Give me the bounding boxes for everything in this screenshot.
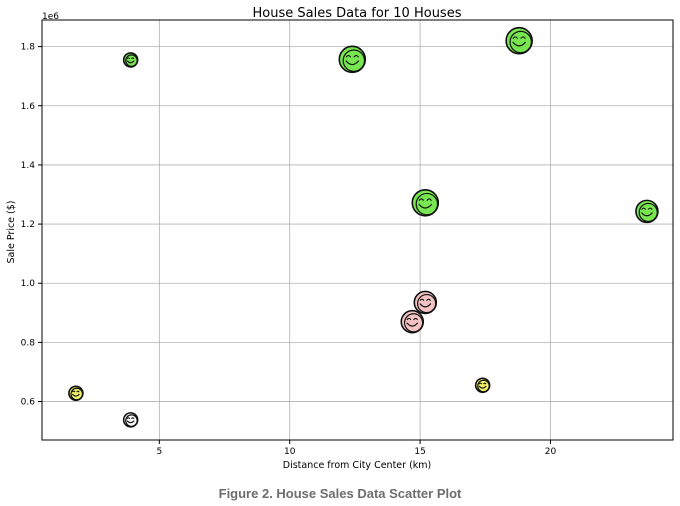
x-tick-label: 5 xyxy=(156,447,162,457)
y-axis-ticks: 0.6 0.8 1.0 1.2 1.4 1.6 1.8 xyxy=(21,43,42,408)
smiley-left-eye xyxy=(345,54,352,58)
smiley-mouth xyxy=(419,303,432,308)
smiley-right-eye xyxy=(353,54,359,58)
scatter-chart: House Sales Data for 10 Houses 1e6 5 10 15… xyxy=(6,6,674,470)
grid-lines xyxy=(42,20,673,440)
y-tick-label: 1.2 xyxy=(21,220,35,230)
data-points xyxy=(68,26,659,428)
smiley-mouth xyxy=(478,385,487,389)
smiley-outline xyxy=(403,313,424,333)
smiley-left-eye xyxy=(641,207,647,210)
y-tick-label: 1.6 xyxy=(21,102,36,112)
plot-area xyxy=(41,19,674,441)
smiley-right-eye xyxy=(483,382,487,385)
data-point xyxy=(122,412,139,428)
smiley-right-eye xyxy=(76,390,80,393)
data-point xyxy=(122,52,139,68)
smiley-left-eye xyxy=(419,298,425,302)
smiley-left-eye xyxy=(406,317,412,321)
smiley-left-eye xyxy=(72,390,76,393)
data-point xyxy=(635,199,659,224)
figure-caption: Figure 2. House Sales Data Scatter Plot xyxy=(218,486,462,501)
smiley-right-eye xyxy=(647,207,653,210)
chart-title: House Sales Data for 10 Houses xyxy=(253,6,462,21)
y-tick-label: 1.0 xyxy=(21,279,36,289)
smiley-mouth xyxy=(345,60,360,66)
x-axis-label: Distance from City Center (km) xyxy=(283,460,432,470)
smiley-left-eye xyxy=(126,57,131,60)
y-tick-label: 0.6 xyxy=(21,398,36,408)
smiley-mouth xyxy=(126,60,135,64)
y-axis-label: Sale Price ($) xyxy=(6,200,17,263)
smiley-right-eye xyxy=(426,198,432,202)
smiley-outline xyxy=(70,387,84,401)
smiley-right-eye xyxy=(131,57,135,60)
smiley-mouth xyxy=(71,393,80,397)
smiley-mouth xyxy=(126,420,135,424)
x-axis-ticks: 5 10 15 20 xyxy=(156,440,556,457)
data-point xyxy=(400,309,425,334)
data-point xyxy=(474,377,491,394)
x-tick-label: 15 xyxy=(414,447,425,457)
smiley-outline xyxy=(415,192,439,216)
smiley-mouth xyxy=(418,203,433,209)
smiley-outline xyxy=(477,379,490,393)
data-point xyxy=(413,290,438,315)
smiley-mouth xyxy=(640,212,653,217)
smiley-right-eye xyxy=(426,298,432,302)
smiley-left-eye xyxy=(512,36,519,39)
smiley-right-eye xyxy=(520,36,526,39)
smiley-mouth xyxy=(512,41,527,47)
y-tick-label: 1.8 xyxy=(21,43,36,53)
data-point xyxy=(338,45,367,74)
y-tick-label: 1.4 xyxy=(21,161,36,171)
smiley-outline xyxy=(125,54,138,67)
data-point xyxy=(68,385,84,402)
smiley-outline xyxy=(342,49,366,72)
smiley-left-eye xyxy=(418,198,425,202)
smiley-outline xyxy=(509,30,532,54)
y-tick-label: 0.8 xyxy=(21,338,36,348)
smiley-mouth xyxy=(406,322,419,327)
smiley-outline xyxy=(638,202,658,223)
smiley-outline xyxy=(125,414,138,427)
data-point xyxy=(505,26,533,55)
x-tick-label: 20 xyxy=(545,447,557,457)
y-multiplier-label: 1e6 xyxy=(42,12,59,22)
x-tick-label: 10 xyxy=(284,447,296,457)
smiley-right-eye xyxy=(131,417,135,420)
smiley-left-eye xyxy=(478,382,483,385)
smiley-right-eye xyxy=(413,317,418,321)
smiley-outline xyxy=(416,293,437,314)
data-point xyxy=(411,188,440,217)
smiley-left-eye xyxy=(126,417,131,420)
